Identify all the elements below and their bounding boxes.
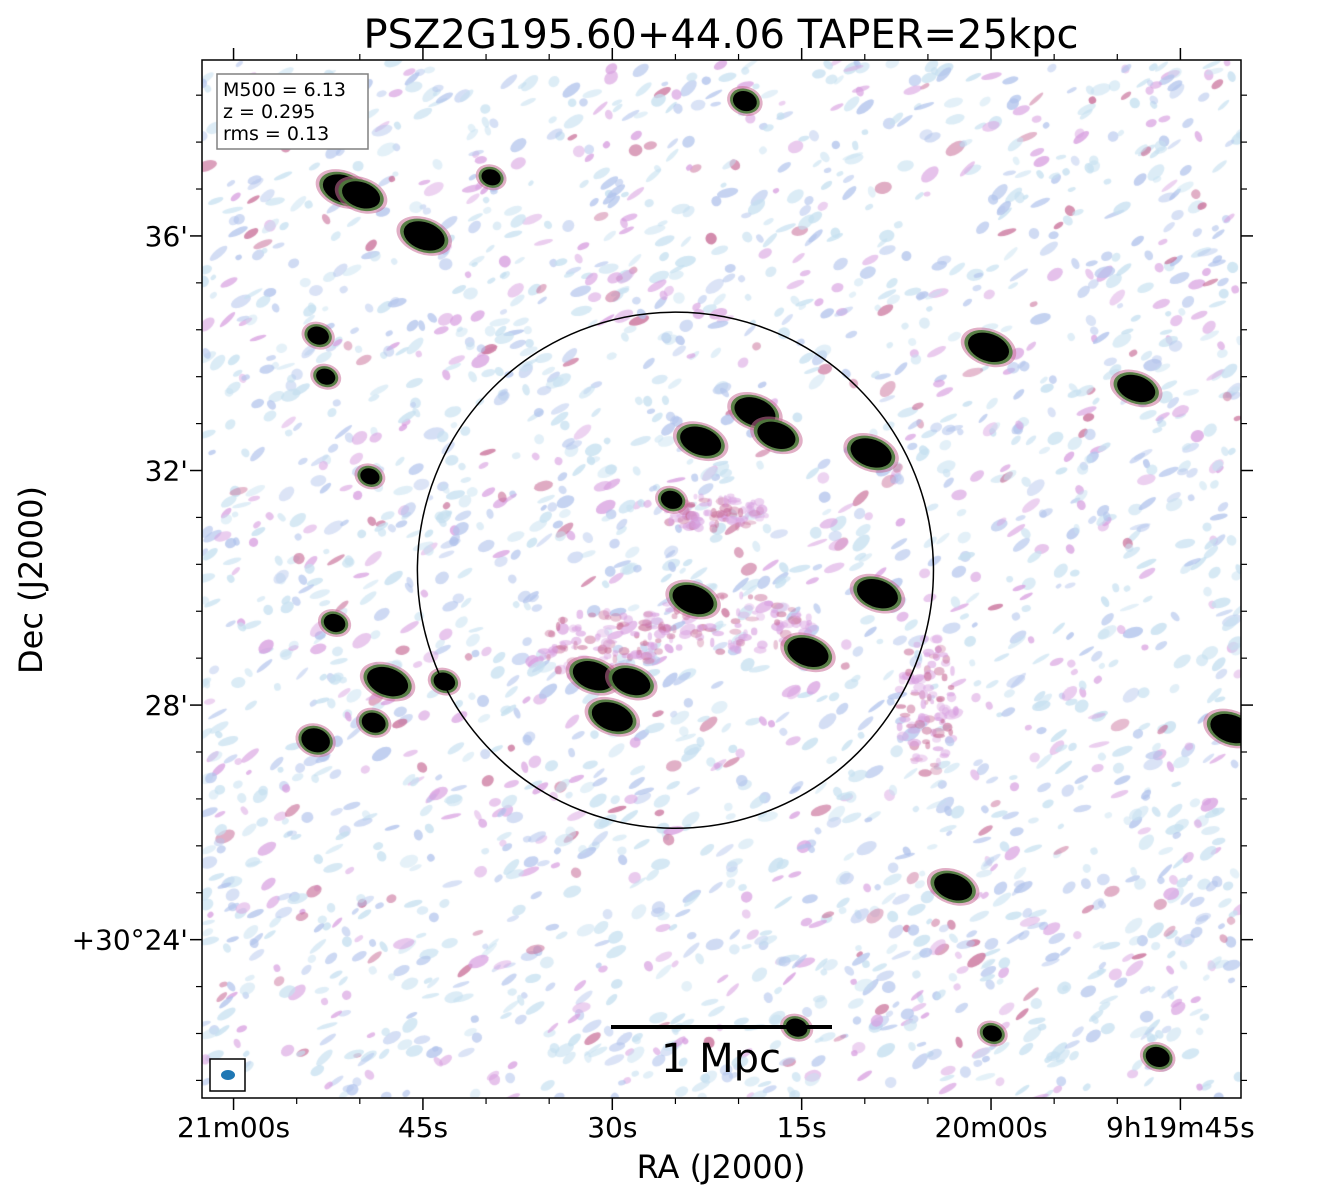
radio-source-contour xyxy=(361,712,386,733)
radio-source-contour xyxy=(367,666,409,697)
radio-source xyxy=(1139,1041,1176,1072)
x-tick-label: 9h19m45s xyxy=(1106,1111,1255,1144)
radio-source-contour xyxy=(323,613,346,633)
y-tick-label: +30°24' xyxy=(72,924,188,957)
radio-source-contour xyxy=(433,672,456,691)
info-m500: M500 = 6.13 xyxy=(223,79,346,101)
chart-title: PSZ2G195.60+44.06 TAPER=25kpc xyxy=(364,12,1079,58)
radio-source xyxy=(310,363,342,390)
radio-source xyxy=(750,416,803,455)
radio-source xyxy=(672,421,729,462)
radio-source xyxy=(295,723,336,758)
radio-source xyxy=(475,164,507,191)
radio-source xyxy=(565,655,622,696)
radio-source xyxy=(654,485,689,514)
radio-source-contour xyxy=(757,421,796,449)
radio-source xyxy=(354,463,386,490)
y-tick-label: 28' xyxy=(145,689,188,722)
beam-indicator xyxy=(209,1058,246,1092)
radio-source-contour xyxy=(856,578,898,609)
x-tick-label: 21m00s xyxy=(177,1111,290,1144)
scale-bar-label: 1 Mpc xyxy=(661,1036,781,1082)
radio-source-contour xyxy=(968,332,1010,363)
x-tick-label: 20m00s xyxy=(934,1111,1047,1144)
y-tick-label: 32' xyxy=(145,455,188,488)
radio-intensity-map xyxy=(202,60,1241,1098)
x-tick-label: 15s xyxy=(777,1111,827,1144)
radio-source-contour xyxy=(307,326,329,345)
radio-source-contour xyxy=(1145,1046,1170,1068)
radio-source xyxy=(427,667,462,696)
radio-source-contour xyxy=(1210,713,1241,744)
radio-source xyxy=(584,696,641,737)
radio-source xyxy=(849,573,906,614)
radio-source xyxy=(334,176,388,214)
radio-source xyxy=(359,661,416,702)
radio-source-contour xyxy=(572,661,614,691)
radio-source-contour xyxy=(672,584,714,615)
radio-source xyxy=(1203,708,1241,749)
radio-source-contour xyxy=(591,702,633,732)
radio-source-contour xyxy=(316,368,336,385)
radio-source-contour xyxy=(680,426,722,456)
radio-source-contour xyxy=(360,468,380,485)
x-axis-ticks: 21m00s 45s 30s 15s 20m00s 9h19m45s xyxy=(177,48,1255,1144)
y-axis-ticks: +30°24' 28' 32' 36' xyxy=(72,94,1253,1082)
x-axis-label: RA (J2000) xyxy=(637,1148,806,1186)
scale-bar: 1 Mpc xyxy=(611,1025,832,1082)
radio-source-contour xyxy=(732,90,757,112)
radio-source-contour xyxy=(1117,374,1156,403)
x-tick-label: 45s xyxy=(398,1111,448,1144)
radio-source xyxy=(926,868,980,906)
info-rms: rms = 0.13 xyxy=(223,123,329,145)
radio-source xyxy=(727,86,763,117)
radio-source-contour xyxy=(787,637,829,668)
radio-source-contour xyxy=(660,490,683,509)
radio-source-contour xyxy=(982,1025,1002,1042)
beam-ellipse xyxy=(221,1070,235,1080)
radio-source-contour xyxy=(301,728,330,753)
radio-source-contour xyxy=(934,873,973,901)
radio-source xyxy=(355,707,392,738)
radio-source xyxy=(780,632,836,673)
radio-source xyxy=(960,327,1017,368)
plot-frame xyxy=(201,59,1242,1099)
info-redshift: z = 0.295 xyxy=(223,101,315,123)
radio-source-contour xyxy=(403,221,445,251)
radio-source-contour xyxy=(342,181,381,209)
radio-source xyxy=(301,321,335,350)
radio-source-contour xyxy=(850,438,892,468)
sources-layer xyxy=(295,86,1241,1072)
radio-source-contour xyxy=(612,667,651,696)
radio-source xyxy=(843,433,899,473)
y-axis-label: Dec (J2000) xyxy=(12,486,50,674)
y-tick-label: 36' xyxy=(145,220,188,253)
x-tick-label: 30s xyxy=(587,1111,637,1144)
radio-source xyxy=(665,579,721,620)
info-box: M500 = 6.13 z = 0.295 rms = 0.13 xyxy=(216,73,369,150)
radio-source xyxy=(976,1020,1008,1047)
radio-source xyxy=(1109,369,1163,408)
radio-source-contour xyxy=(481,169,501,186)
cluster-aperture-circle xyxy=(416,311,935,829)
radio-source xyxy=(604,662,658,701)
radio-source xyxy=(317,608,352,638)
radio-source xyxy=(396,216,452,256)
